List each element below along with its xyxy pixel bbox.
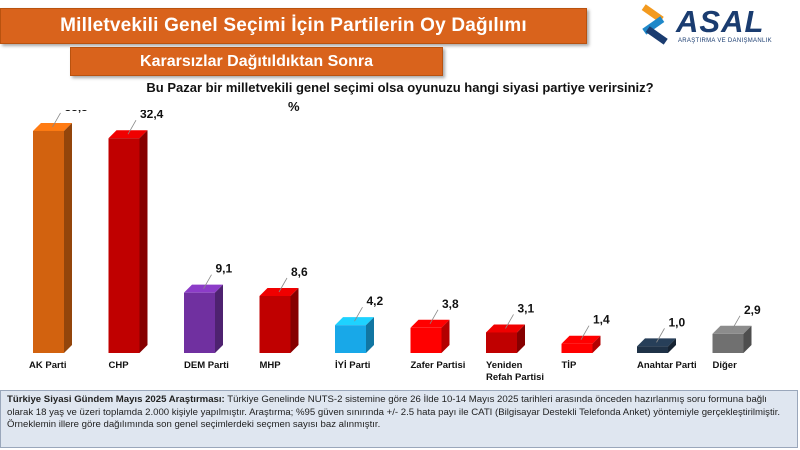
label-leader-line [731,315,741,330]
bar-side [592,335,601,353]
bar-side [139,130,148,353]
category-label: Diğer [713,360,738,371]
bar [33,130,64,353]
label-leader-line [278,277,288,293]
logo-tagline: ARAŞTIRMA VE DANIŞMANLIK [678,38,772,44]
category-label: Zafer Partisi [411,360,466,371]
methodology-heading: Türkiye Siyasi Gündem Mayıs 2025 Araştır… [7,394,225,405]
survey-question: Bu Pazar bir milletvekili genel seçimi o… [146,80,654,95]
category-label: Refah Partisi [486,372,544,383]
data-label: 3,1 [518,301,535,315]
logo-name: ASAL [676,4,765,39]
bar [561,343,593,353]
chart-title: Milletvekili Genel Seçimi İçin Partileri… [60,15,527,36]
unit-label: % [288,99,300,114]
bar-chart: 33,5 AK Parti 32,4 CHP 9,1 DEM Parti 8,6 MHP 4,2… [29,110,761,383]
bar [486,332,517,353]
data-label: 1,0 [669,315,686,329]
bar [712,333,744,353]
data-label: 2,9 [744,303,761,317]
bar-side [215,284,223,353]
bar-side [668,338,676,353]
label-leader-line [429,309,439,325]
bar [335,325,366,353]
category-label: İYİ Parti [335,360,370,371]
asal-logo-icon [641,4,668,45]
category-label: MHP [260,360,282,371]
chart-subtitle: Kararsızlar Dağıtıldıktan Sonra [140,52,373,70]
bar [184,292,215,353]
category-label: CHP [109,360,130,371]
data-label: 1,4 [593,313,610,327]
label-leader-line [52,112,61,128]
bar [108,138,140,353]
category-label: AK Parti [29,360,66,371]
label-leader-line [203,274,212,289]
bar-side [441,319,450,353]
bar-side [743,325,752,353]
chart-title-banner: Milletvekili Genel Seçimi İçin Partileri… [0,8,587,44]
label-leader-line [656,328,665,343]
data-label: 3,8 [442,297,459,311]
category-label: Anahtar Parti [637,360,697,371]
label-leader-line [505,314,514,329]
category-label: TİP [562,360,577,371]
bar-top [712,325,752,334]
label-leader-line [127,120,137,135]
data-label: 33,5 [65,110,89,114]
methodology-note: Türkiye Siyasi Gündem Mayıs 2025 Araştır… [0,390,798,448]
bar-side [64,122,72,353]
chart-subtitle-banner: Kararsızlar Dağıtıldıktan Sonra [70,47,443,76]
data-label: 32,4 [140,110,164,121]
bar-side [366,317,374,353]
data-label: 9,1 [216,262,233,276]
bar [259,295,291,353]
data-label: 4,2 [367,294,384,308]
data-label: 8,6 [291,265,308,279]
category-label: Yeniden [486,360,523,371]
bar-side [290,287,299,353]
methodology-body: Türkiye Genelinde NUTS-2 sistemine göre … [7,394,781,431]
label-leader-line [354,306,363,322]
label-leader-line [580,325,590,340]
bar [410,327,442,353]
bar [637,346,668,353]
category-label: DEM Parti [184,360,229,371]
bar-side [517,324,525,353]
